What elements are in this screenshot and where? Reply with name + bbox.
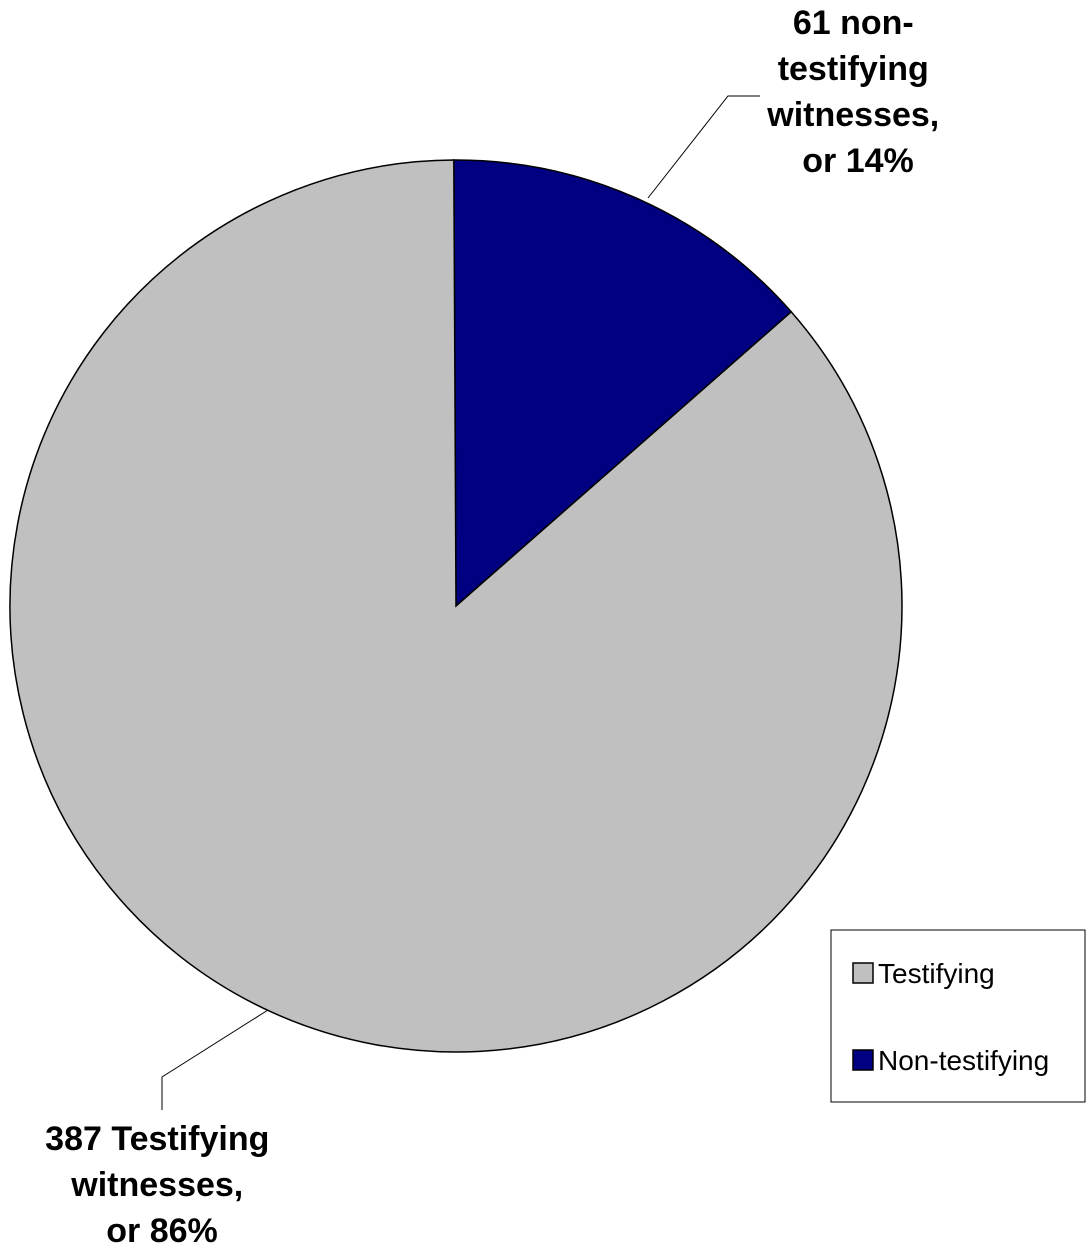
data-label-testifying: 387 Testifying witnesses, or 86%	[45, 1120, 279, 1247]
pie-slices	[9, 159, 903, 1053]
leader-line-non-testifying	[647, 95, 760, 199]
data-label-non-testifying-line-4: or 14%	[802, 142, 914, 180]
data-label-non-testifying-line-2: testifying	[778, 50, 929, 88]
data-label-testifying-line-1: 387 Testifying	[45, 1120, 269, 1158]
legend: Testifying Non-testifying	[830, 929, 1086, 1103]
data-label-non-testifying-line-1: 61 non-	[793, 4, 914, 42]
legend-swatch-testifying	[852, 962, 874, 984]
pie-slice-testifying	[9, 159, 903, 1053]
data-label-non-testifying: 61 non- testifying witnesses, or 14%	[766, 4, 948, 180]
legend-swatch-non-testifying	[852, 1049, 874, 1071]
leader-lines	[161, 95, 760, 1110]
pie-slice-non-testifying	[453, 159, 793, 608]
data-labels: 61 non- testifying witnesses, or 14% 387…	[45, 4, 948, 1247]
legend-label-non-testifying: Non-testifying	[878, 1045, 1049, 1076]
leader-line-testifying	[161, 1009, 269, 1110]
legend-label-testifying: Testifying	[878, 958, 995, 989]
data-label-testifying-line-3: or 86%	[106, 1212, 218, 1247]
data-label-non-testifying-line-3: witnesses,	[766, 96, 939, 134]
data-label-testifying-line-2: witnesses,	[70, 1166, 243, 1204]
legend-box	[830, 929, 1086, 1103]
